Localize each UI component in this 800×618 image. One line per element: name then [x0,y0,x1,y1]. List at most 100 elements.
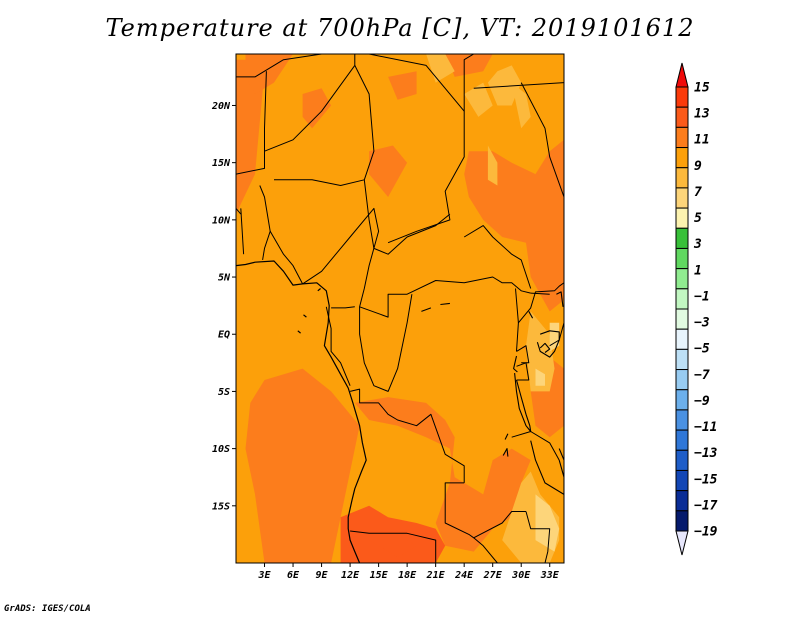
colorbar-box [675,409,689,431]
country-border [325,306,351,386]
colorbar-level-label: 11 [694,133,710,148]
lon-tick-label: 3E [257,570,271,581]
colorbar-level-label: −15 [694,472,718,487]
colorbar-min-arrow [675,530,689,556]
country-border [530,292,550,295]
lon-tick-label: 21E [426,570,446,581]
colorbar-level-label: −13 [694,446,718,461]
field-patch [302,88,332,129]
field-patch [236,59,265,215]
lat-tick-label: 5N [218,273,231,284]
lon-tick-label: 24E [454,570,474,581]
colorbar-level-label: −9 [694,394,710,409]
island [317,288,321,292]
latitude-axis: 20N 15N 10N 5N EQ 5S 10S 15S [211,101,236,512]
country-border [349,388,465,483]
colorbar-box [675,490,689,512]
colorbar-max-arrow [675,62,689,88]
country-border [264,54,356,152]
country-border [350,530,437,563]
colorbar-level-label: −5 [694,342,710,357]
lake-shore [530,440,564,495]
longitude-axis: 3E 6E 9E 12E 15E 18E 21E 24E 27E 30E 33E [257,563,560,581]
field-patch [369,145,408,197]
lat-tick-label: 5S [218,387,230,398]
field-patch [445,54,493,77]
lake-shore [421,307,432,312]
lat-tick-label: 15S [212,501,230,512]
lake-shore [502,448,509,457]
map-title: Temperature at 700hPa [C], VT: 201910161… [105,14,695,42]
colorbar-level-label: −3 [694,316,710,331]
colorbar-box [675,308,689,330]
lon-tick-label: 9E [316,570,329,581]
country-border [520,82,564,198]
colorbar-box [675,429,689,451]
country-border [331,306,355,309]
field-patch [245,368,360,563]
lat-tick-label: 10S [212,444,230,455]
colorbar-box [675,126,689,149]
colorbar-box [675,348,689,371]
colorbar-box [675,288,689,310]
lon-tick-label: 18E [398,570,417,581]
colorbar-box [675,167,689,189]
lon-tick-label: 15E [370,570,389,581]
colorbar-box [675,207,689,229]
colorbar-level-label: 3 [693,237,702,252]
field-patch [464,139,564,312]
colorbar-box [675,469,689,492]
map-frame [235,53,565,564]
colorbar-level-label: −1 [694,289,710,304]
colorbar-level-label: 7 [694,185,702,200]
lon-tick-label: 6E [287,570,300,581]
colorbar-level-label: −19 [694,525,718,540]
colorbar-level-label: 1 [694,263,702,278]
colorbar-level-label: −17 [694,498,718,513]
field-patch [354,397,531,552]
island [303,314,307,318]
lon-tick-label: 30E [511,570,531,581]
country-border [302,207,531,318]
lake-shore [513,355,518,373]
colorbar-box [675,86,689,108]
lake-shore [504,433,509,440]
coastline [236,260,367,563]
colorbar-box [675,369,689,391]
country-border [473,537,498,563]
lake-shore [556,291,564,307]
field-patch [426,54,455,83]
field-patch [487,145,498,186]
field-patch [511,82,531,129]
colorbar-level-label: 13 [694,107,710,122]
colorbar-box [675,187,689,209]
lat-tick-label: 15N [212,158,231,169]
country-border [369,54,465,244]
lon-tick-label: 27E [483,570,503,581]
field-patch [464,82,493,117]
lon-tick-label: 33E [540,570,560,581]
colorbar-level-label: −11 [694,420,717,435]
colorbar-level-label: −7 [694,368,710,383]
lake-shore [514,373,532,433]
colorbar-box [675,247,689,270]
country-border [274,179,365,186]
field-patch [535,368,545,386]
colorbar-level-label: 5 [694,211,702,226]
colorbar-box [675,449,689,471]
field-patch [340,505,446,563]
map-outlines [236,54,564,563]
lat-tick-label: 10N [212,215,231,226]
lake-shore [536,330,560,358]
colorbar-box [675,389,689,411]
country-border [236,71,267,175]
country-border [463,54,474,112]
country-border [515,288,519,323]
country-border [236,208,242,215]
country-border [463,225,532,289]
colorbar-box [675,147,689,169]
country-border [236,54,322,78]
colorbar-level-label: 15 [694,81,710,96]
lake-shore [558,448,564,461]
